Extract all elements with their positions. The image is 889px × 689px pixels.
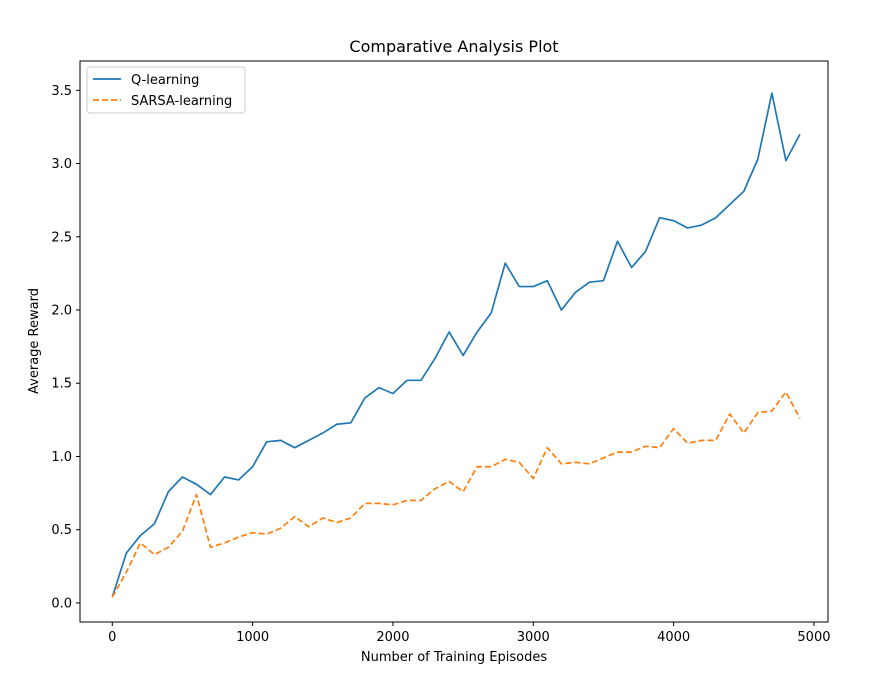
plot-frame — [79, 60, 829, 623]
x-tick-label: 0 — [108, 630, 116, 645]
legend-label-q-learning: Q-learning — [131, 73, 199, 88]
y-tick-label: 2.5 — [51, 230, 72, 245]
series-line-sarsa-learning — [111, 391, 801, 598]
y-tick-label: 0.0 — [51, 596, 72, 611]
y-tick-label: 2.0 — [51, 304, 72, 319]
series-line-q-learning — [111, 92, 801, 598]
y-axis-title: Average Reward — [27, 288, 42, 394]
y-axis: 0.0 0.5 1.0 1.5 2.0 2.5 3.0 3.5 — [51, 84, 80, 611]
legend-box — [86, 66, 246, 114]
plot-area — [111, 92, 801, 598]
x-tick-label: 2000 — [376, 630, 409, 645]
x-axis: 0 1000 2000 3000 4000 5000 — [108, 622, 831, 645]
x-tick-label: 3000 — [517, 630, 550, 645]
y-tick-label: 0.5 — [51, 523, 72, 538]
y-tick-label: 1.5 — [51, 377, 72, 392]
y-tick-label: 3.5 — [51, 84, 72, 99]
x-tick-label: 5000 — [797, 630, 830, 645]
x-tick-label: 4000 — [657, 630, 690, 645]
y-tick-label: 1.0 — [51, 450, 72, 465]
x-tick-label: 1000 — [236, 630, 269, 645]
legend: Q-learning SARSA-learning — [86, 66, 246, 114]
x-axis-title: Number of Training Episodes — [361, 650, 547, 665]
y-tick-label: 3.0 — [51, 157, 72, 172]
chart-title: Comparative Analysis Plot — [349, 37, 558, 56]
legend-label-sarsa-learning: SARSA-learning — [131, 94, 232, 109]
